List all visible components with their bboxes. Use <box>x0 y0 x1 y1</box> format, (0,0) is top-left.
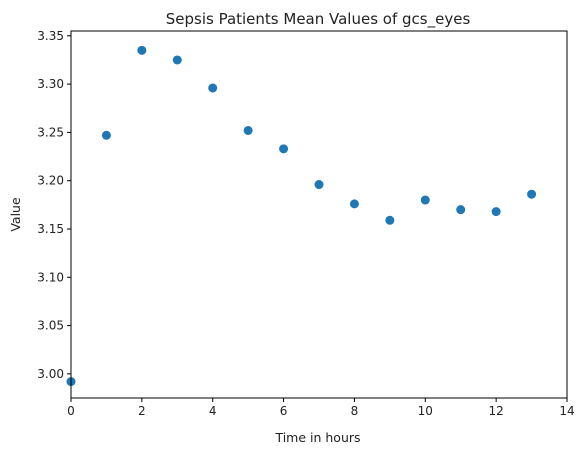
x-tick-label: 12 <box>489 404 504 418</box>
x-tick-label: 14 <box>559 404 574 418</box>
y-tick-label: 3.15 <box>37 222 64 236</box>
x-tick-label: 10 <box>418 404 433 418</box>
x-tick-label: 8 <box>351 404 359 418</box>
data-point <box>101 130 111 140</box>
data-point <box>349 199 359 209</box>
y-tick-label: 3.35 <box>37 29 64 43</box>
y-tick-label: 3.20 <box>37 174 64 188</box>
x-tick-label: 4 <box>209 404 217 418</box>
data-point <box>420 195 430 205</box>
data-point <box>172 55 182 65</box>
data-point <box>456 205 466 215</box>
y-tick-label: 3.05 <box>37 319 64 333</box>
x-axis-label: Time in hours <box>274 430 360 445</box>
y-tick-label: 3.00 <box>37 367 64 381</box>
data-point <box>279 144 289 154</box>
data-point <box>314 180 324 190</box>
data-point <box>385 215 395 225</box>
x-tick-label: 0 <box>67 404 75 418</box>
data-point <box>243 125 253 135</box>
x-tick-label: 6 <box>280 404 288 418</box>
x-tick-label: 2 <box>138 404 146 418</box>
data-point <box>491 207 501 217</box>
y-tick-label: 3.10 <box>37 270 64 284</box>
x-axis: 0 2 4 6 8 10 12 14 <box>67 398 575 418</box>
data-point <box>137 45 147 55</box>
y-tick-label: 3.25 <box>37 125 64 139</box>
plot-frame <box>70 30 568 399</box>
y-tick-label: 3.30 <box>37 77 64 91</box>
y-axis: 3.00 3.05 3.10 3.15 3.20 3.25 3.30 3.35 <box>37 29 71 381</box>
data-point <box>527 189 537 199</box>
data-points <box>66 45 537 387</box>
data-point <box>208 83 218 93</box>
chart-title: Sepsis Patients Mean Values of gcs_eyes <box>166 10 471 29</box>
y-axis-label: Value <box>8 197 23 232</box>
